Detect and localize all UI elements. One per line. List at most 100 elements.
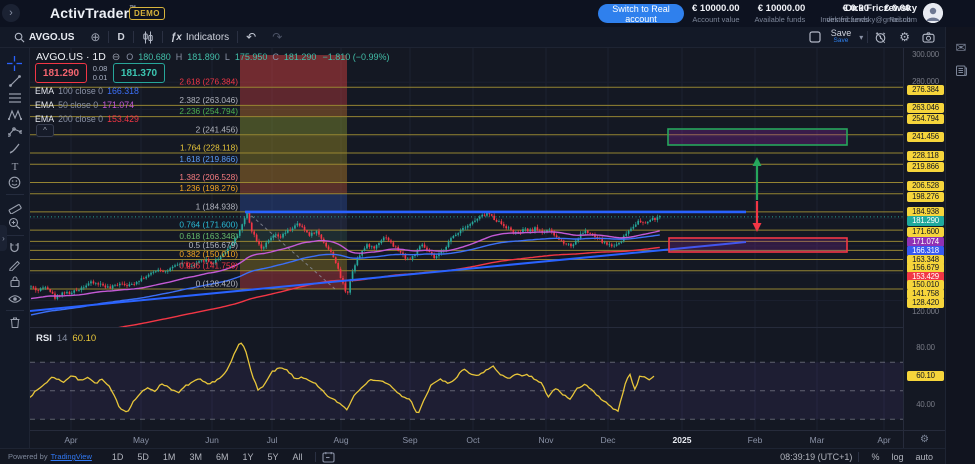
- svg-text:1.382 (206.528): 1.382 (206.528): [179, 172, 238, 182]
- zoom-in-icon: [8, 217, 21, 230]
- range-button-all[interactable]: All: [292, 451, 303, 462]
- text-tool[interactable]: T: [4, 158, 26, 173]
- nav-expand-button[interactable]: ›: [2, 4, 20, 22]
- buy-button[interactable]: 181.370: [113, 63, 165, 83]
- tradingview-link[interactable]: TradingView: [50, 452, 92, 461]
- range-button-1m[interactable]: 1M: [162, 451, 176, 462]
- settings-gear-button[interactable]: ⚙: [899, 30, 910, 44]
- price-axis[interactable]: 300.000 280.000 276.384 263.046 254.794 241.4…: [903, 48, 945, 430]
- compare-add-button[interactable]: ⊕: [90, 30, 101, 44]
- auto-scale-button[interactable]: auto: [915, 451, 933, 462]
- svg-text:2 (241.456): 2 (241.456): [196, 124, 239, 134]
- hide-drawings-tool[interactable]: [4, 291, 26, 306]
- save-label: Save: [830, 28, 852, 38]
- save-button[interactable]: Save Save: [827, 29, 856, 45]
- legend-collapse-icon[interactable]: ⊖: [111, 51, 121, 63]
- go-to-date-button[interactable]: [321, 451, 335, 463]
- prediction-tool[interactable]: [4, 124, 26, 139]
- news-button[interactable]: [946, 59, 975, 81]
- range-button-5d[interactable]: 5D: [137, 451, 149, 462]
- ema100-line[interactable]: [30, 234, 660, 316]
- ohlc-values: O 180.680 H 181.890 L 175.950 C 181.290: [126, 52, 316, 62]
- axis-month-label: Nov: [538, 435, 554, 445]
- undo-button[interactable]: ↶: [246, 30, 257, 44]
- axis-month-label: Dec: [600, 435, 616, 445]
- rsi-pane[interactable]: [30, 342, 903, 420]
- fib-diagonal-line[interactable]: [246, 211, 336, 290]
- user-block[interactable]: Dirk Friczewsky dirk.friczewsky@gmail.co…: [826, 3, 917, 24]
- user-email: dirk.friczewsky@gmail.com: [826, 15, 917, 24]
- fib-level-lines[interactable]: [30, 86, 903, 290]
- axis-month-label: Feb: [747, 435, 763, 445]
- zoom-in-tool[interactable]: [4, 216, 26, 231]
- drawing-mode-tool[interactable]: [4, 257, 26, 272]
- account-stat: € 0.00 Result: [884, 3, 911, 24]
- sell-button[interactable]: 181.290: [35, 63, 87, 83]
- emoji-tool[interactable]: [4, 175, 26, 190]
- messages-button[interactable]: ✉: [946, 37, 975, 59]
- axis-price-label: 280.000: [912, 77, 939, 86]
- xabcd-pattern-tool[interactable]: [4, 107, 26, 122]
- interval-button[interactable]: D: [117, 31, 125, 43]
- price-badge: 128.420: [907, 298, 944, 308]
- account-stat: € 0.00 Invested funds: [820, 3, 870, 24]
- ema100-legend[interactable]: EMA 100 close 0 166.318: [35, 86, 139, 96]
- ohlc-value: 181.890: [187, 52, 220, 62]
- measure-tool[interactable]: [4, 199, 26, 214]
- snapshot-button[interactable]: [916, 31, 941, 43]
- fib-retracement-tool[interactable]: [4, 90, 26, 105]
- watchlist-expand-tab[interactable]: ›: [0, 225, 7, 251]
- range-button-6m[interactable]: 6M: [215, 451, 229, 462]
- redo-button[interactable]: ↷: [272, 30, 283, 44]
- ema50-line[interactable]: [30, 230, 660, 300]
- legend-collapse-button[interactable]: ^: [36, 124, 54, 137]
- axis-gear-icon[interactable]: ⚙: [920, 434, 929, 445]
- session-clock[interactable]: 08:39:19 (UTC+1): [780, 451, 853, 462]
- rsi-name: RSI: [36, 333, 52, 344]
- symbol-search[interactable]: AVGO.US: [6, 27, 82, 47]
- legend-symbol-interval[interactable]: AVGO.US · 1D: [36, 51, 106, 63]
- layout-button[interactable]: [803, 31, 827, 43]
- rsi-legend[interactable]: RSI 14 60.10: [36, 333, 96, 344]
- main-pane[interactable]: [30, 55, 903, 345]
- price-badge: 228.118: [907, 151, 944, 161]
- price-chart-canvas[interactable]: 2.618 (276.384) 2.382 (263.046)2.236 (254…: [30, 48, 903, 430]
- trendline-tool[interactable]: [4, 73, 26, 88]
- crosshair-tool[interactable]: [4, 56, 26, 71]
- chart-style-button[interactable]: [134, 27, 162, 47]
- magnet-tool[interactable]: [4, 240, 26, 255]
- lock-drawings-tool[interactable]: [4, 274, 26, 289]
- avatar[interactable]: [923, 3, 943, 23]
- log-scale-button[interactable]: log: [891, 451, 904, 462]
- price-badge: 171.074: [907, 237, 944, 247]
- target-zone-box[interactable]: [667, 128, 848, 146]
- envelope-icon: ✉: [955, 40, 967, 55]
- brush-tool[interactable]: [4, 141, 26, 156]
- ema50-legend[interactable]: EMA 50 close 0 171.074: [35, 100, 134, 110]
- support-zone-box[interactable]: [668, 237, 848, 253]
- remove-drawings-tool[interactable]: [4, 315, 26, 330]
- ema200-legend[interactable]: EMA 200 close 0 153.429: [35, 114, 139, 124]
- rising-trend-line[interactable]: [30, 241, 747, 312]
- alert-button[interactable]: [868, 31, 893, 44]
- range-button-3m[interactable]: 3M: [189, 451, 202, 462]
- spread-bottom: 0.01: [92, 73, 108, 82]
- switch-to-real-button[interactable]: Switch to Real account: [598, 4, 684, 24]
- trademark: ™: [129, 5, 137, 12]
- range-button-1y[interactable]: 1Y: [242, 451, 254, 462]
- save-menu-caret[interactable]: ▾: [859, 32, 864, 42]
- ohlc-key: C: [272, 52, 279, 62]
- range-buttons: 1D 5D 1M 3M 6M 1Y 5Y All: [106, 452, 309, 462]
- ruler-icon: [8, 203, 22, 214]
- axis-settings-corner[interactable]: ⚙: [903, 430, 945, 448]
- fib-level-labels: 2.618 (276.384) 2.382 (263.046)2.236 (254…: [179, 77, 238, 289]
- time-axis[interactable]: Apr May Jun Jul Aug Sep Oct Nov Dec 2025 Feb Mar Apr: [30, 430, 903, 448]
- chart-area[interactable]: 2.618 (276.384) 2.382 (263.046) 2.236 (254…: [30, 48, 903, 430]
- ohlc-value: 180.680: [138, 52, 171, 62]
- range-button-1d[interactable]: 1D: [111, 451, 124, 462]
- layout-icon: [809, 31, 821, 43]
- percent-scale-button[interactable]: %: [871, 451, 880, 462]
- indicators-button[interactable]: ƒx Indicators: [163, 27, 237, 47]
- svg-text:0.236 (141.758): 0.236 (141.758): [179, 260, 238, 270]
- range-button-5y[interactable]: 5Y: [267, 451, 279, 462]
